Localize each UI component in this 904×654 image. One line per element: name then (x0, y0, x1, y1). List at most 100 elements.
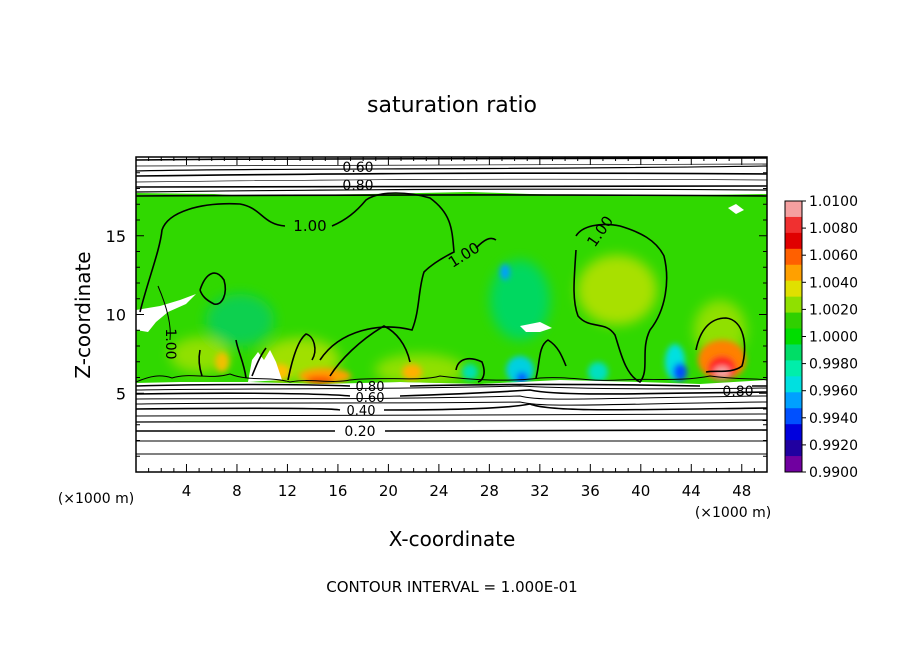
contour-line-1.00 (199, 272, 227, 305)
colorbar-cell (785, 216, 802, 234)
colorbar-cell (785, 424, 802, 441)
plot-area: 0.60 0.80 1.00 1.00 1.00 1.00 0.80 0.60 … (135, 156, 768, 473)
x-unit-label-right: (×1000 m) (695, 505, 771, 521)
contour-line (136, 172, 767, 177)
contour-line (136, 413, 767, 417)
x-tick-label: 12 (278, 482, 297, 500)
contour-line-1.00 (157, 285, 171, 341)
colorbar-label: 0.9980 (809, 357, 858, 373)
contour-line-1.00 (287, 333, 316, 381)
colorbar-label: 0.9940 (809, 411, 858, 427)
colorbar-cell (785, 296, 802, 314)
field-orange-patch (402, 364, 422, 380)
colorbar-cell (785, 360, 802, 377)
colorbar-label: 1.0000 (809, 330, 858, 346)
field-blue-patch (673, 363, 687, 381)
y-ticks (136, 172, 767, 457)
contour-line (136, 178, 767, 183)
colorbar-label: 1.0040 (809, 275, 858, 291)
colorbar-cell (785, 248, 802, 266)
contour-label: 0.80 (722, 384, 753, 400)
contour-line-1.00 (573, 223, 668, 383)
x-ticks (148, 157, 755, 472)
field-white-patch (728, 204, 744, 214)
contour-label: 1.00 (162, 328, 178, 359)
x-tick-label: 32 (530, 482, 549, 500)
contour-label: 0.80 (356, 380, 385, 395)
x-tick-label: 16 (328, 482, 347, 500)
colorbar-cells (785, 201, 802, 473)
x-tick-label: 28 (480, 482, 499, 500)
contour-label: 0.60 (342, 160, 373, 176)
chart-title: saturation ratio (367, 93, 537, 118)
colorbar-cell (785, 408, 802, 425)
colorbar-cell (785, 201, 802, 218)
contour-line (136, 395, 767, 400)
x-tick-label: 36 (581, 482, 600, 500)
y-tick-labels: 5 10 15 (106, 227, 126, 404)
x-tick-label: 48 (732, 482, 751, 500)
colorbar-cell (785, 232, 802, 250)
colorbar-label: 1.0080 (809, 221, 858, 237)
colorbar-label: 1.0020 (809, 302, 858, 318)
contour-line-1.00 (198, 349, 203, 377)
contour-line (136, 185, 767, 188)
field-yellow-patch (577, 255, 657, 325)
saturation-field (136, 192, 767, 384)
contour-label: 0.20 (344, 424, 375, 440)
field-white-patch (136, 294, 196, 332)
contour-line-1.00 (235, 339, 267, 379)
y-tick-label: 10 (106, 306, 126, 325)
contour-line (136, 385, 767, 391)
colorbar-cell (785, 280, 802, 298)
colorbar-cell (785, 456, 802, 473)
contour-label: 0.60 (356, 391, 385, 406)
colorbar-label: 0.9920 (809, 438, 858, 454)
contour-line-cloudbase (136, 373, 767, 383)
contour-line (136, 165, 767, 172)
contour-line (136, 188, 767, 193)
x-axis-label: X-coordinate (389, 527, 516, 551)
x-tick-label: 40 (631, 482, 650, 500)
y-tick-label: 15 (106, 227, 126, 246)
field-cyan-patch (588, 362, 608, 382)
field-white-patch (248, 350, 282, 382)
contour-line-0.20 (136, 429, 767, 432)
x-tick-label: 24 (429, 482, 448, 500)
y-axis-label: Z-coordinate (71, 251, 95, 378)
x-tick-label: 44 (682, 482, 701, 500)
colorbar-cell (785, 440, 802, 457)
contour-line-0.60 (136, 389, 767, 397)
field-blue-patch (516, 372, 528, 384)
contour-line (136, 401, 767, 406)
field-cyan-patch (462, 364, 478, 380)
contour-line-1.00 (695, 317, 746, 373)
colorbar-label: 0.9960 (809, 384, 858, 400)
x-tick-labels: 4 8 12 16 20 24 28 32 36 40 44 48 (182, 482, 752, 500)
colorbar-label: 0.9900 (809, 465, 858, 481)
colorbar-cell (785, 312, 802, 330)
contour-line-1.00 (455, 357, 485, 383)
field-green-cool (206, 294, 274, 346)
field-orange-patch (215, 352, 229, 372)
contour-line-0.80 (136, 383, 767, 387)
colorbar-label: 1.0100 (809, 194, 858, 210)
colorbar-cell (785, 392, 802, 409)
colorbar-cell (785, 376, 802, 393)
contour-line-1.00 (139, 192, 497, 361)
x-tick-label: 8 (232, 482, 242, 500)
contour-line-1.00 (535, 339, 567, 379)
y-tick-label: 5 (116, 384, 126, 403)
field-cyan-patch (500, 264, 510, 280)
field-white-patch (520, 322, 552, 332)
colorbar-cell (785, 344, 802, 361)
colorbar-label: 1.0060 (809, 248, 858, 264)
field-red-patch (306, 376, 334, 384)
contour-label: 0.80 (342, 178, 373, 194)
contour-label: 0.40 (347, 404, 376, 419)
colorbar-cell (785, 264, 802, 282)
contour-interval-note: CONTOUR INTERVAL = 1.000E-01 (326, 578, 577, 596)
x-tick-label: 20 (379, 482, 398, 500)
colorbar-labels: 1.0100 1.0080 1.0060 1.0040 1.0020 1.0000 0.99… (802, 194, 858, 481)
